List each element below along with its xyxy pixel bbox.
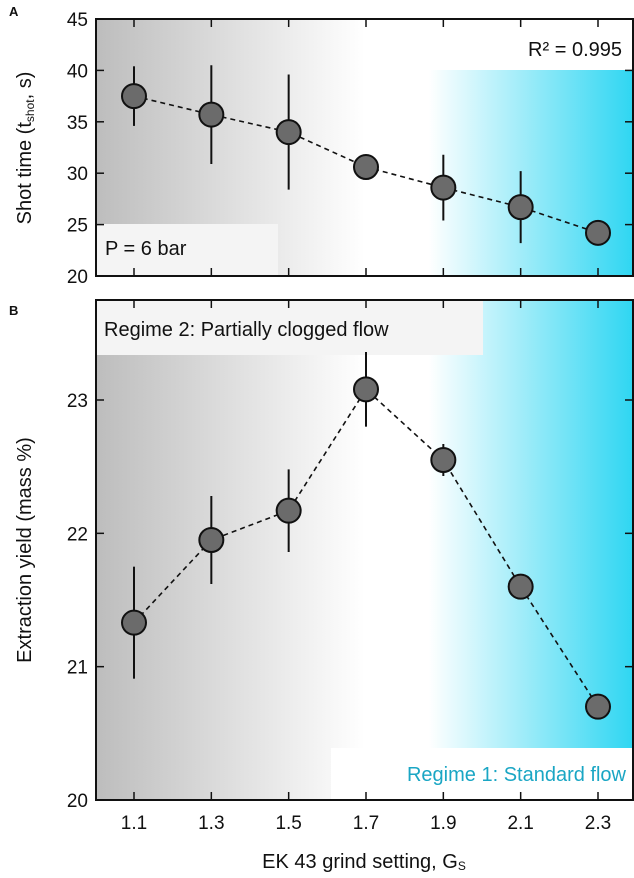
- x-tick-label: 2.1: [507, 813, 533, 834]
- panel-b-regime1-box: [331, 748, 633, 800]
- x-tick-label: 2.3: [585, 813, 611, 834]
- data-point: [275, 119, 302, 146]
- data-point: [353, 154, 379, 181]
- panel-b: Regime 2: Partially clogged flow Regime …: [14, 299, 634, 873]
- y-tick-label: 21: [67, 658, 88, 679]
- panel-b-frame: [95, 299, 634, 801]
- y-tick-label: 20: [67, 791, 88, 812]
- panel-b-regime2-box: [96, 300, 483, 355]
- data-point: [121, 83, 147, 110]
- y-tick-label: 45: [67, 10, 88, 31]
- y-tick-label: 40: [67, 61, 88, 82]
- panel-b-label: B: [9, 303, 18, 318]
- panel-a-pressure-box: [96, 224, 278, 276]
- data-point: [430, 447, 457, 473]
- x-tick-label: 1.9: [430, 813, 456, 834]
- panel-a-label: A: [9, 4, 19, 19]
- regime2-annotation: Regime 2: Partially clogged flow: [104, 319, 389, 341]
- panel-b-ylabel: Extraction yield (mass %): [14, 437, 36, 663]
- panel-a-r2-box: [419, 19, 633, 70]
- y-tick-label: 25: [67, 216, 88, 237]
- pressure-annotation: P = 6 bar: [105, 238, 187, 260]
- data-point: [198, 527, 225, 553]
- panel-a: R² = 0.995 P = 6 bar Shot time (tshot, s…: [14, 18, 634, 277]
- data-point: [507, 573, 534, 600]
- x-tick-label: 1.5: [275, 813, 301, 834]
- x-tick-label: 1.1: [121, 813, 147, 834]
- data-point: [353, 376, 379, 403]
- y-tick-label: 23: [67, 391, 88, 412]
- data-point: [198, 101, 225, 128]
- x-tick-label: 1.3: [198, 813, 224, 834]
- y-tick-label: 20: [67, 267, 88, 288]
- data-point: [585, 693, 611, 720]
- data-point: [121, 609, 147, 636]
- x-tick-label: 1.7: [353, 813, 379, 834]
- panel-a-frame: [95, 18, 634, 277]
- y-tick-label: 35: [67, 113, 88, 134]
- data-point: [430, 174, 457, 201]
- r2-annotation: R² = 0.995: [528, 39, 622, 61]
- regime1-annotation: Regime 1: Standard flow: [407, 764, 627, 786]
- data-point: [585, 219, 611, 246]
- data-point: [507, 194, 534, 221]
- panel-a-ylabel: Shot time (tshot, s): [14, 72, 37, 225]
- panel-b-xlabel: EK 43 grind setting, GS: [262, 851, 466, 873]
- data-point: [275, 497, 302, 524]
- y-tick-label: 30: [67, 164, 88, 185]
- panel-b-background: [96, 300, 633, 800]
- y-tick-label: 22: [67, 524, 88, 545]
